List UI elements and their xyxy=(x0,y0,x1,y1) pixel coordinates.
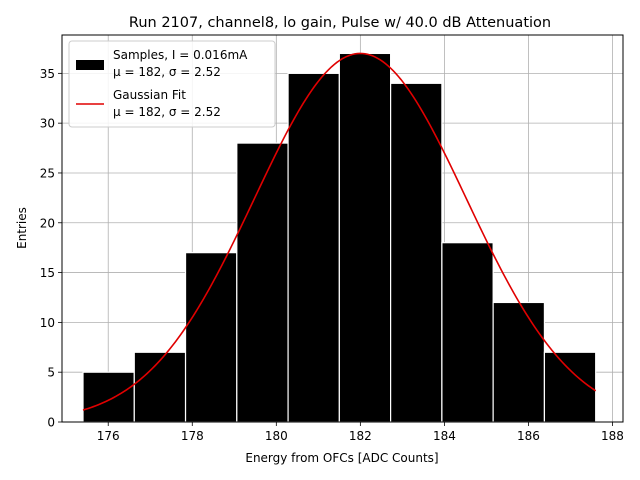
legend-label-fit: Gaussian Fit xyxy=(113,88,186,102)
y-tick-label: 5 xyxy=(47,366,55,380)
x-axis-label: Energy from OFCs [ADC Counts] xyxy=(245,451,438,465)
y-tick-label: 25 xyxy=(40,166,55,180)
x-tick-label: 186 xyxy=(517,429,540,443)
histogram-bar xyxy=(441,242,494,423)
histogram-bar xyxy=(543,351,597,423)
plot-frame xyxy=(61,34,624,423)
histogram-bar xyxy=(82,371,135,423)
y-tick-label: 0 xyxy=(47,416,55,430)
x-axis-ticks: 176 178 180 182 184 186 188 xyxy=(97,422,624,443)
x-tick-label: 180 xyxy=(265,429,288,443)
y-tick-label: 35 xyxy=(40,67,55,81)
y-axis-ticks: 0 5 10 15 20 25 30 35 xyxy=(40,67,62,430)
histogram-bar xyxy=(390,82,443,423)
legend-label-samples: Samples, I = 0.016mA xyxy=(113,48,248,62)
legend-label-samples-stats: μ = 182, σ = 2.52 xyxy=(113,65,221,79)
y-tick-label: 30 xyxy=(40,117,55,131)
histogram-bar xyxy=(236,142,289,423)
gaussian-fit-line xyxy=(82,52,597,411)
histogram-bar xyxy=(184,252,238,423)
legend: Samples, I = 0.016mA μ = 182, σ = 2.52 G… xyxy=(68,40,276,128)
y-tick-label: 10 xyxy=(40,316,55,330)
y-tick-label: 15 xyxy=(40,266,55,280)
histogram-bar xyxy=(133,351,187,423)
legend-box xyxy=(68,40,276,128)
histogram-bars xyxy=(82,52,597,423)
legend-label-fit-stats: μ = 182, σ = 2.52 xyxy=(113,105,221,119)
x-tick-label: 184 xyxy=(433,429,456,443)
y-axis-label: Entries xyxy=(15,207,29,249)
x-tick-label: 188 xyxy=(601,429,624,443)
x-tick-label: 176 xyxy=(97,429,120,443)
x-tick-label: 178 xyxy=(181,429,204,443)
histogram-bar xyxy=(492,301,546,423)
chart-title: Run 2107, channel8, lo gain, Pulse w/ 40… xyxy=(129,15,551,31)
fit-curve-layer xyxy=(82,52,597,411)
x-tick-label: 182 xyxy=(349,429,372,443)
histogram-bar xyxy=(338,52,392,423)
legend-swatch-samples xyxy=(76,60,104,70)
histogram-bar xyxy=(287,72,340,423)
y-tick-label: 20 xyxy=(40,216,55,230)
